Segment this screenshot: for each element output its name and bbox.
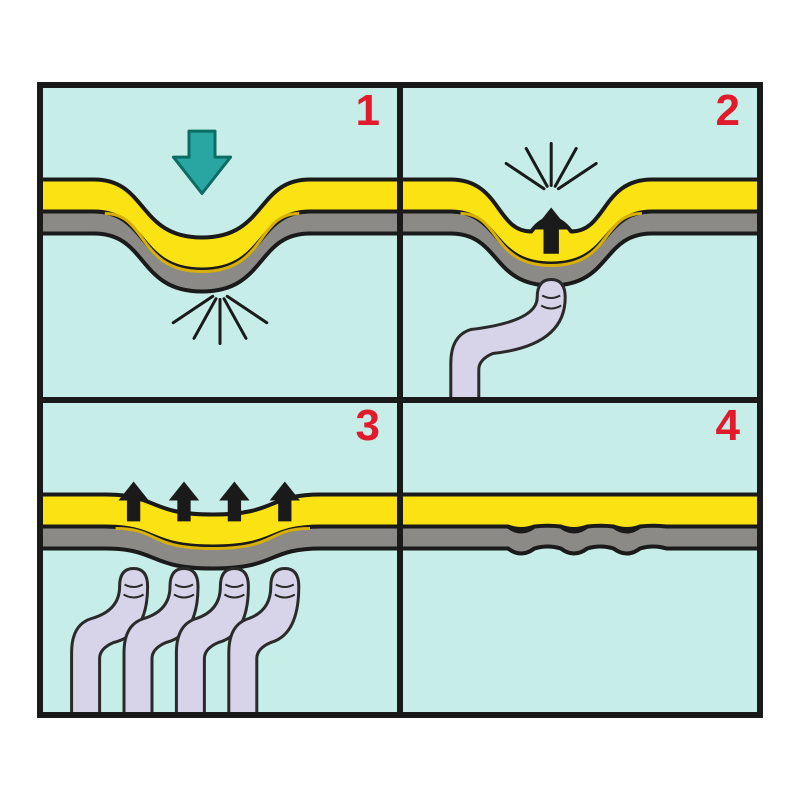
panel-2: 2 <box>400 85 760 400</box>
panel-number: 4 <box>716 401 741 450</box>
panel-number: 3 <box>356 401 380 450</box>
panel-3: 3 <box>40 400 400 715</box>
panel-4: 4 <box>400 400 760 715</box>
panel-number: 1 <box>356 86 380 135</box>
dent-repair-diagram: 1 2 3 4 <box>0 0 800 800</box>
panel-number: 2 <box>716 86 740 135</box>
panel-1: 1 <box>40 85 400 400</box>
